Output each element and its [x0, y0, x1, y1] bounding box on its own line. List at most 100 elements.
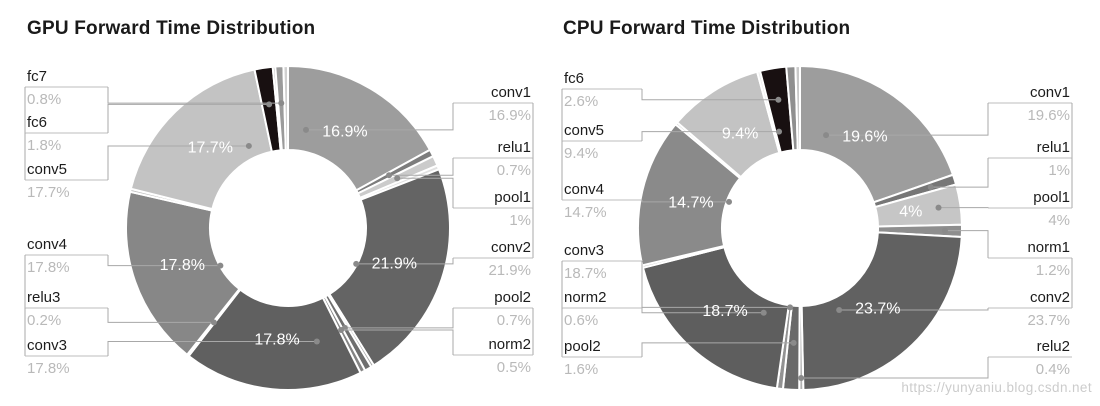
leader-dot [217, 262, 224, 269]
callout-pct-conv2: 21.9% [488, 262, 531, 279]
slice-value-label: 9.4% [722, 125, 758, 142]
callout-name-pool1: pool1 [1033, 189, 1070, 206]
slice-conv1 [287, 65, 431, 192]
leader-line [944, 230, 989, 258]
slice-value-label: 19.6% [842, 129, 887, 146]
slices [637, 65, 964, 391]
callout-name-fc6: fc6 [564, 70, 584, 87]
leader-dot [313, 338, 320, 345]
callout-name-norm2: norm2 [564, 289, 607, 306]
slice-conv3 [641, 246, 790, 390]
slice-value-label: 17.8% [254, 331, 299, 348]
leader-dot [836, 307, 843, 314]
callout-pct-relu3: 0.2% [27, 312, 61, 329]
callout-name-conv3: conv3 [564, 242, 604, 259]
callout-pct-conv4: 14.7% [564, 204, 607, 221]
callout-pct-conv4: 17.8% [27, 259, 70, 276]
callout-name-pool2: pool2 [494, 289, 531, 306]
gpu-chart-title: GPU Forward Time Distribution [27, 18, 316, 39]
leader-line [397, 177, 454, 208]
callout-pct-fc7: 0.8% [27, 91, 61, 108]
callout-pct-relu2: 0.4% [1036, 361, 1070, 378]
callout-name-conv5: conv5 [564, 122, 604, 139]
callout-pct-norm2: 0.6% [564, 312, 598, 329]
callout-name-conv2: conv2 [1030, 289, 1070, 306]
callout-name-fc6: fc6 [27, 114, 47, 131]
callout-name-conv4: conv4 [27, 236, 67, 253]
callout-pct-fc6: 2.6% [564, 93, 598, 110]
leader-dot [941, 227, 948, 234]
cpu-donut-chart: fc6 2.6% conv5 9.4% conv4 14.7% conv3 18.7% norm… [561, 65, 1073, 391]
leader-dot [386, 172, 393, 179]
leader-dot [927, 184, 934, 191]
leader-dot [776, 128, 783, 135]
callout-pct-pool1: 4% [1048, 212, 1070, 229]
callout-name-fc7: fc7 [27, 68, 47, 85]
leader-line [305, 103, 454, 131]
callout-name-conv4: conv4 [564, 181, 604, 198]
leader-line [641, 306, 791, 308]
slice-value-label: 16.9% [322, 124, 367, 141]
slice-conv2 [800, 231, 963, 391]
leader-line [344, 308, 454, 329]
leader-line [930, 158, 989, 188]
callout-pct-pool2: 0.7% [497, 312, 531, 329]
leader-lines [561, 88, 1073, 381]
slice-conv1 [799, 65, 954, 204]
callout-name-pool2: pool2 [564, 338, 601, 355]
callout-name-relu1: relu1 [498, 139, 531, 156]
leader-line [107, 87, 282, 104]
leader-line [107, 255, 221, 267]
callout-name-conv1: conv1 [1030, 84, 1070, 101]
callout-pct-conv3: 17.8% [27, 360, 70, 377]
slice-value-label: 4% [899, 204, 922, 221]
leader-line [801, 357, 989, 379]
callout-pct-relu1: 0.7% [497, 162, 531, 179]
leader-line [107, 340, 317, 356]
callout-pct-conv1: 16.9% [488, 107, 531, 124]
leader-line [641, 261, 764, 314]
callout-pct-pool2: 1.6% [564, 361, 598, 378]
watermark: https://yunyaniu.blog.csdn.net [901, 380, 1092, 395]
slice-value-label: 14.7% [668, 194, 713, 211]
leader-lines [24, 86, 534, 357]
leader-line [107, 145, 249, 180]
leader-dot [775, 96, 782, 103]
labels: fc6 2.6% conv5 9.4% conv4 14.7% conv3 18.7% norm… [564, 70, 1070, 378]
callout-pct-conv5: 9.4% [564, 145, 598, 162]
callout-name-conv1: conv1 [491, 84, 531, 101]
leader-line [641, 342, 794, 357]
callout-name-relu1: relu1 [1037, 139, 1070, 156]
leader-dot [394, 175, 401, 182]
leader-line [839, 308, 989, 311]
leader-line [826, 103, 989, 136]
slice-value-label: 17.8% [160, 257, 205, 274]
callout-pct-fc6: 1.8% [27, 137, 61, 154]
cpu-chart-title: CPU Forward Time Distribution [563, 18, 851, 39]
leader-dot [823, 132, 830, 139]
leader-dot [787, 304, 794, 311]
callout-name-relu3: relu3 [27, 289, 60, 306]
leader-dot [790, 339, 797, 346]
callout-pct-conv1: 19.6% [1027, 107, 1070, 124]
callout-pct-norm1: 1.2% [1036, 262, 1070, 279]
callout-pct-norm2: 0.5% [497, 359, 531, 376]
leader-dot [266, 101, 273, 108]
leader-line [107, 103, 270, 133]
slice-unlabeled [282, 65, 289, 152]
callout-name-conv3: conv3 [27, 337, 67, 354]
callout-pct-relu1: 1% [1048, 162, 1070, 179]
callout-name-norm1: norm1 [1027, 239, 1070, 256]
leader-line [107, 308, 214, 323]
leader-dot [302, 126, 309, 133]
slice-unlabeled [794, 65, 801, 152]
leader-line [356, 258, 454, 265]
callout-name-relu2: relu2 [1037, 338, 1070, 355]
leader-dot [338, 327, 345, 334]
leader-line [341, 329, 454, 355]
leader-dot [245, 142, 252, 149]
callout-name-conv5: conv5 [27, 161, 67, 178]
leader-dot [760, 309, 767, 316]
callout-pct-conv5: 17.7% [27, 184, 70, 201]
callout-pct-conv3: 18.7% [564, 265, 607, 282]
